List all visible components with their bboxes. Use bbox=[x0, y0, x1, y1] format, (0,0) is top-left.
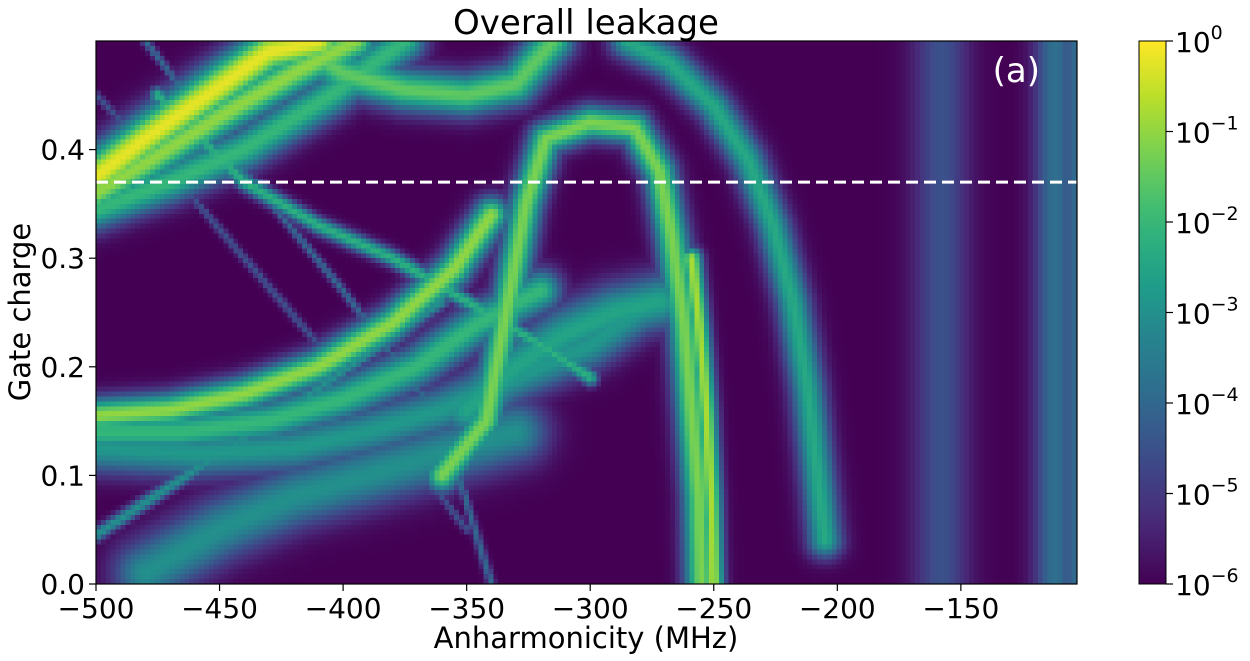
colorbar-ticks: 100 10−1 10−2 10−3 10−4 10−5 10−6 bbox=[1166, 22, 1239, 602]
x-axis: −500 −450 −400 −350 −300 −250 −200 −150 bbox=[58, 584, 999, 625]
y-tick-label: 0.2 bbox=[40, 351, 85, 384]
colorbar-tick-label: 10−6 bbox=[1175, 565, 1239, 602]
colorbar-tick-label: 10−5 bbox=[1175, 475, 1239, 512]
plot-frame bbox=[95, 40, 1078, 585]
x-tick-label: −150 bbox=[922, 592, 999, 625]
chart-title: Overall leakage bbox=[453, 3, 719, 43]
colorbar-tick-label: 100 bbox=[1175, 22, 1223, 59]
panel-label: (a) bbox=[993, 51, 1040, 91]
x-tick-label: −350 bbox=[428, 592, 505, 625]
y-tick-label: 0.0 bbox=[40, 568, 85, 601]
x-tick-label: −250 bbox=[675, 592, 752, 625]
x-tick-label: −500 bbox=[58, 592, 135, 625]
y-axis: 0.0 0.1 0.2 0.3 0.4 bbox=[40, 134, 96, 601]
x-tick-label: −300 bbox=[552, 592, 629, 625]
colorbar-tick-label: 10−3 bbox=[1175, 294, 1239, 331]
y-axis-label: Gate charge bbox=[3, 223, 37, 401]
x-axis-label: Anharmonicity (MHz) bbox=[434, 621, 739, 655]
x-tick-label: −450 bbox=[181, 592, 258, 625]
plot-area: (a) bbox=[95, 40, 1078, 585]
colorbar-tick-label: 10−4 bbox=[1175, 384, 1239, 421]
y-tick-label: 0.4 bbox=[40, 134, 85, 167]
colorbar-gradient bbox=[1138, 40, 1167, 585]
colorbar-tick-label: 10−1 bbox=[1175, 113, 1239, 150]
y-tick-label: 0.1 bbox=[40, 459, 85, 492]
heatmap-image bbox=[96, 41, 1077, 584]
x-tick-label: −200 bbox=[799, 592, 876, 625]
colorbar: 100 10−1 10−2 10−3 10−4 10−5 10−6 bbox=[1138, 22, 1239, 602]
x-tick-label: −400 bbox=[305, 592, 382, 625]
colorbar-tick-label: 10−2 bbox=[1175, 203, 1239, 240]
y-tick-label: 0.3 bbox=[40, 242, 85, 275]
